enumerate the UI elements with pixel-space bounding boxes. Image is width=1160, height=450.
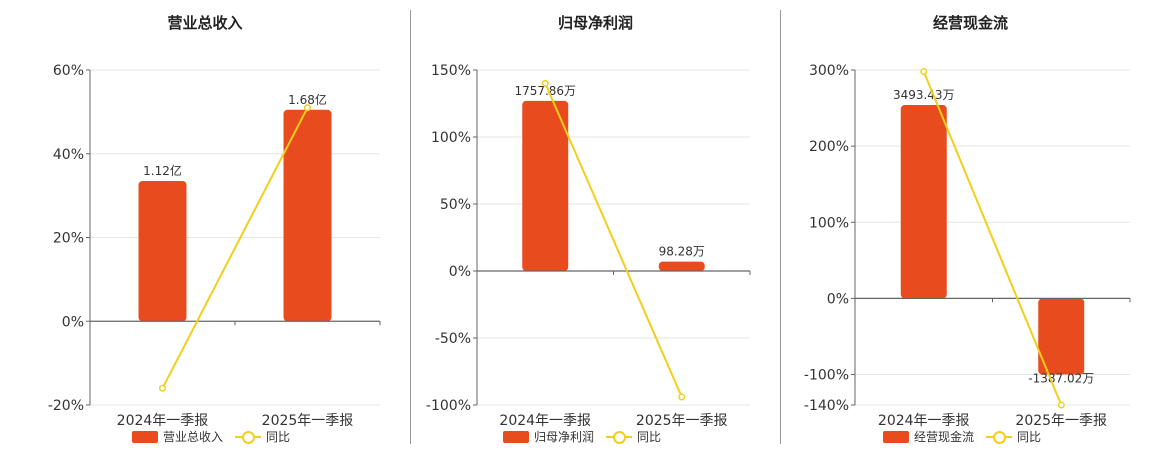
y-tick-label: 150%	[431, 63, 471, 79]
chart-panel-net-profit: 归母净利润 150% 100% 50% 0% -50% -100% 1757.86万 98.2…	[411, 0, 780, 450]
yoy-line	[544, 83, 683, 398]
x-category-label: 2025年一季报	[636, 413, 728, 429]
chart-title: 经营现金流	[932, 14, 1008, 32]
legend-bar-swatch	[883, 430, 909, 443]
yoy-point	[303, 104, 312, 112]
net-profit-chart: 150% 100% 50% 0% -50% -100% 1757.86万 98.28万 2024…	[426, 63, 751, 429]
legend-bar-label: 营业总收入	[163, 430, 224, 444]
legend-line-label: 同比	[637, 430, 662, 444]
bar-data-label: 3493.43万	[893, 88, 955, 102]
legend-line-swatch	[235, 430, 262, 444]
bar	[283, 109, 332, 322]
y-tick-label: -100%	[804, 368, 849, 384]
y-tick-label: -50%	[435, 331, 471, 347]
y-tick-label: 200%	[809, 139, 849, 155]
y-tick-label: 0%	[449, 264, 471, 280]
legend-line-swatch	[606, 430, 633, 444]
y-tick-label: -20%	[48, 398, 84, 414]
yoy-point	[920, 67, 928, 76]
yoy-point	[1057, 401, 1065, 409]
bar	[522, 100, 569, 271]
y-tick-label: 20%	[53, 231, 84, 247]
bar-data-label: 1.12亿	[143, 163, 182, 178]
y-tick-label: -100%	[426, 398, 471, 414]
legend-bar-label: 经营现金流	[914, 430, 975, 444]
y-tick-label: 40%	[53, 147, 84, 163]
legend-line-label: 同比	[1017, 430, 1042, 444]
bar-data-label: 1757.86万	[514, 84, 576, 98]
y-tick-label: 50%	[440, 197, 471, 213]
y-tick-label: 100%	[809, 215, 849, 231]
bar-data-label: 98.28万	[659, 245, 705, 259]
yoy-point	[541, 79, 549, 87]
bar	[1038, 298, 1085, 375]
y-tick-label: 0%	[827, 291, 849, 307]
x-category-label: 2024年一季报	[117, 413, 209, 429]
y-tick-label: 100%	[431, 130, 471, 146]
yoy-point	[678, 393, 686, 401]
y-tick-label: -140%	[804, 398, 849, 414]
y-tick-label: 60%	[53, 63, 84, 79]
revenue-chart: 60% 40% 20% 0% -20% 1.12亿 1.68亿 2024年一季报 2025年一季…	[48, 63, 381, 429]
chart-panel-revenue: 营业总收入 60% 40% 20% 0% -20% 1.12亿 1.68亿 2024年一季报 2…	[0, 0, 410, 450]
x-category-label: 2024年一季报	[499, 413, 591, 429]
x-category-label: 2024年一季报	[878, 413, 970, 429]
legend-line-label: 同比	[266, 430, 291, 444]
chart-panel-cash-flow: 经营现金流 300% 200% 100% 0% -100% -140% 3493.43万 -1…	[781, 0, 1160, 450]
cash-flow-chart: 300% 200% 100% 0% -100% -140% 3493.43万 -1387.02…	[804, 63, 1131, 429]
x-category-label: 2025年一季报	[1015, 413, 1107, 429]
legend-bar-label: 归母净利润	[534, 430, 595, 444]
y-tick-label: 300%	[809, 63, 849, 79]
y-tick-label: 0%	[62, 314, 84, 330]
legend-bar-swatch	[503, 430, 529, 443]
bar	[138, 180, 187, 322]
legend: 营业总收入 同比	[132, 428, 290, 445]
panel-divider	[780, 10, 781, 444]
bar	[900, 105, 947, 299]
yoy-line	[161, 107, 309, 389]
bar	[658, 261, 705, 271]
panel-divider	[410, 10, 411, 444]
x-category-label: 2025年一季报	[262, 413, 354, 429]
chart-title: 营业总收入	[167, 14, 243, 32]
legend-bar-swatch	[132, 430, 158, 443]
bar-data-label: -1387.02万	[1028, 372, 1094, 386]
legend: 经营现金流 同比	[883, 428, 1041, 445]
legend: 归母净利润 同比	[503, 428, 661, 445]
legend-line-swatch	[986, 430, 1013, 444]
bar-data-label: 1.68亿	[288, 92, 327, 107]
yoy-line	[922, 71, 1063, 406]
yoy-point	[158, 384, 167, 392]
chart-title: 归母净利润	[557, 14, 633, 32]
